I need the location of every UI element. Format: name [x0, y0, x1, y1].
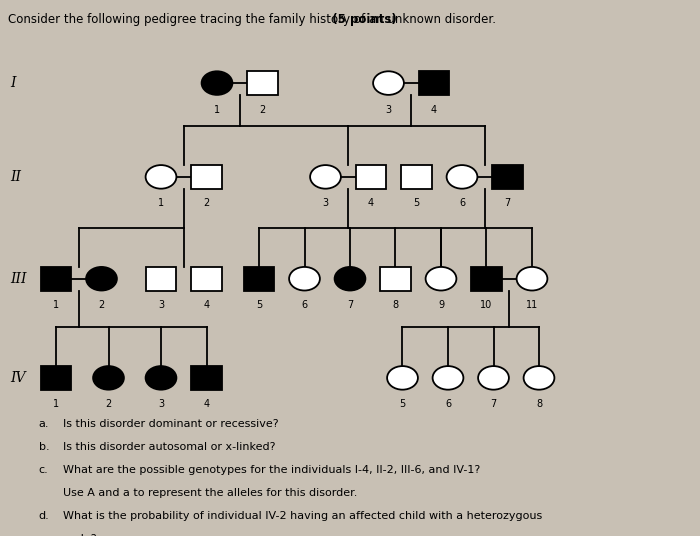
Circle shape [387, 366, 418, 390]
Text: 11: 11 [526, 300, 538, 310]
Text: c.: c. [38, 465, 48, 475]
Text: 6: 6 [445, 399, 451, 410]
Text: male?: male? [63, 534, 97, 536]
Text: 6: 6 [302, 300, 307, 310]
Text: 3: 3 [323, 198, 328, 209]
Text: 5: 5 [414, 198, 419, 209]
Text: 5: 5 [256, 300, 262, 310]
Text: IV: IV [10, 371, 26, 385]
Text: 7: 7 [491, 399, 496, 410]
Circle shape [478, 366, 509, 390]
Bar [419, 71, 449, 95]
Text: Consider the following pedigree tracing the family history of an unknown disorde: Consider the following pedigree tracing … [8, 13, 496, 26]
Circle shape [93, 366, 124, 390]
Text: 8: 8 [393, 300, 398, 310]
Text: 2: 2 [99, 300, 104, 310]
Bar [244, 267, 274, 291]
Circle shape [426, 267, 456, 291]
Circle shape [310, 165, 341, 189]
Text: II: II [10, 170, 22, 184]
Text: 7: 7 [347, 300, 353, 310]
Bar [492, 165, 523, 189]
Circle shape [146, 165, 176, 189]
Text: Is this disorder autosomal or x-linked?: Is this disorder autosomal or x-linked? [63, 442, 276, 452]
Circle shape [289, 267, 320, 291]
Text: Use A and a to represent the alleles for this disorder.: Use A and a to represent the alleles for… [63, 488, 358, 498]
Circle shape [447, 165, 477, 189]
Bar [41, 267, 71, 291]
Text: III: III [10, 272, 27, 286]
Text: 4: 4 [204, 300, 209, 310]
Text: 2: 2 [106, 399, 111, 410]
Text: (5 points): (5 points) [324, 13, 397, 26]
Text: 6: 6 [459, 198, 465, 209]
Text: 5: 5 [400, 399, 405, 410]
Text: 8: 8 [536, 399, 542, 410]
Text: 3: 3 [386, 105, 391, 115]
Text: 1: 1 [214, 105, 220, 115]
Bar [41, 366, 71, 390]
Circle shape [146, 366, 176, 390]
Bar [191, 267, 222, 291]
Text: a.: a. [38, 419, 49, 429]
Bar [471, 267, 502, 291]
Bar [146, 267, 176, 291]
Text: Is this disorder dominant or recessive?: Is this disorder dominant or recessive? [63, 419, 279, 429]
Text: 4: 4 [368, 198, 374, 209]
Text: 3: 3 [158, 399, 164, 410]
Text: I: I [10, 76, 16, 90]
Bar [401, 165, 432, 189]
Bar [380, 267, 411, 291]
Circle shape [335, 267, 365, 291]
Text: 7: 7 [505, 198, 510, 209]
Text: What is the probability of individual IV-2 having an affected child with a heter: What is the probability of individual IV… [63, 511, 542, 522]
Bar [191, 165, 222, 189]
Bar [356, 165, 386, 189]
Text: What are the possible genotypes for the individuals I-4, II-2, III-6, and IV-1?: What are the possible genotypes for the … [63, 465, 480, 475]
Text: 9: 9 [438, 300, 444, 310]
Text: 2: 2 [260, 105, 265, 115]
Bar [247, 71, 278, 95]
Circle shape [202, 71, 232, 95]
Circle shape [517, 267, 547, 291]
Text: 1: 1 [53, 300, 59, 310]
Text: 4: 4 [204, 399, 209, 410]
Circle shape [524, 366, 554, 390]
Text: 1: 1 [158, 198, 164, 209]
Circle shape [86, 267, 117, 291]
Text: b.: b. [38, 442, 49, 452]
Text: 10: 10 [480, 300, 493, 310]
Text: 4: 4 [431, 105, 437, 115]
Text: d.: d. [38, 511, 49, 522]
Circle shape [433, 366, 463, 390]
Text: 1: 1 [53, 399, 59, 410]
Bar [191, 366, 222, 390]
Circle shape [373, 71, 404, 95]
Text: 3: 3 [158, 300, 164, 310]
Text: 2: 2 [204, 198, 209, 209]
